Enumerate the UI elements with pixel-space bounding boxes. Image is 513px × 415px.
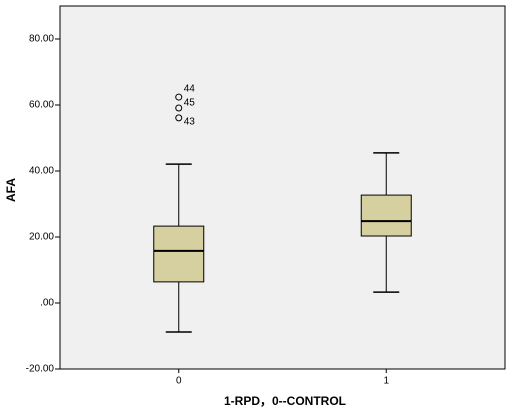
y-axis-title: AFA xyxy=(4,178,18,202)
outlier xyxy=(175,93,183,101)
plot-area xyxy=(59,5,506,370)
outlier-label: 44 xyxy=(184,84,196,95)
x-tick-label: 0 xyxy=(176,376,182,387)
x-tick-label: 1 xyxy=(383,376,389,387)
y-tick-label: 40.00 xyxy=(29,166,54,177)
y-tick-label: -20.00 xyxy=(26,364,55,375)
box xyxy=(360,194,412,237)
outlier-label: 43 xyxy=(184,117,196,128)
outlier xyxy=(175,114,183,122)
outlier-label: 45 xyxy=(184,98,196,109)
y-tick-label: .00 xyxy=(40,298,54,309)
y-tick-label: 20.00 xyxy=(29,232,54,243)
box xyxy=(153,225,205,283)
x-axis-title: 1-RPD，0--CONTROL xyxy=(224,394,346,408)
outlier xyxy=(175,104,183,112)
y-tick-label: 60.00 xyxy=(29,100,54,111)
y-tick-label: 80.00 xyxy=(29,34,54,45)
